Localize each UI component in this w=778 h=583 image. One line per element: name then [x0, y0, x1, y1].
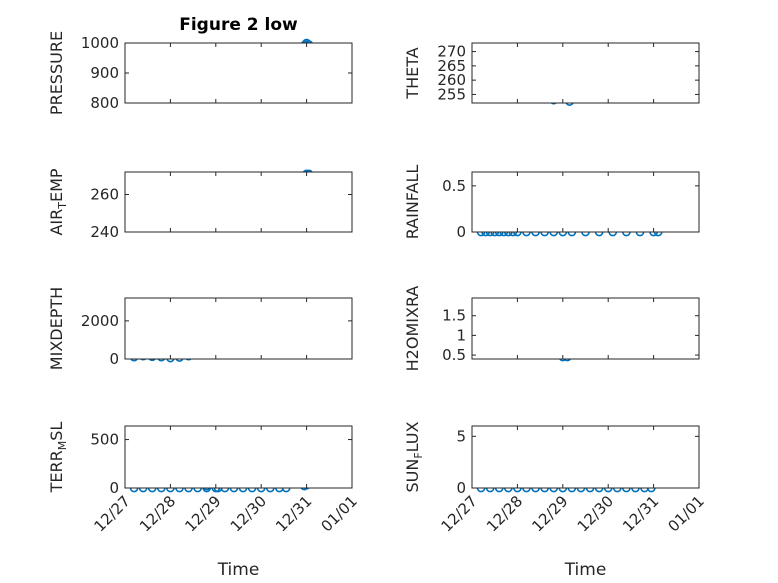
y-tick-label: 260: [437, 71, 466, 89]
x-tick-label: 12/30: [227, 492, 270, 535]
y-tick-label: 270: [437, 43, 466, 61]
ylabel-part: EMP: [47, 168, 66, 202]
x-tick-label: 01/01: [665, 492, 708, 535]
y-axis-label: TERRMSL: [47, 422, 69, 494]
y-tick-label: 1: [456, 326, 466, 344]
axes-box: [124, 42, 353, 104]
x-tick-label: 12/29: [181, 492, 224, 535]
subplot-1: 800 900 1000 PRESSURE: [47, 31, 353, 115]
y-axis-label: H2OMIXRA: [403, 286, 422, 372]
y-tick-label: 5: [456, 427, 466, 445]
y-tick-label: 900: [90, 64, 119, 82]
y-tick-label: 0.5: [442, 177, 466, 195]
subplot-6: 0.5 11.5 H2OMIXRA: [403, 286, 700, 372]
y-tick-label: 240: [90, 223, 119, 241]
axes-box: [471, 171, 700, 233]
ylabel-part: AIR: [47, 209, 66, 236]
y-tick-label: 0: [109, 350, 119, 368]
x-tick-label: 12/27: [438, 492, 481, 535]
subplot-3: 240 260 AIRTEMP: [47, 168, 353, 241]
subplot-4: 0 0.5 RAINFALL: [403, 165, 700, 241]
axes-box: [471, 425, 700, 489]
y-axis-label: THETA: [403, 47, 422, 99]
axes-box: [124, 171, 353, 233]
y-tick-label: 260: [90, 186, 119, 204]
y-tick-label: 1000: [81, 34, 119, 52]
axes-box: [124, 425, 353, 489]
ylabel-part: SL: [47, 422, 66, 441]
x-tick-label: 12/31: [272, 492, 315, 535]
ylabel-part: SUN: [403, 459, 422, 493]
ylabel-subscript: F: [412, 452, 425, 458]
y-tick-label: 0: [456, 479, 466, 497]
x-tick-label: 12/28: [483, 492, 526, 535]
y-axis-label: SUNFLUX: [403, 421, 425, 492]
y-tick-label: 0.5: [442, 346, 466, 364]
x-tick-label: 12/30: [574, 492, 617, 535]
axes-box: [471, 297, 700, 360]
y-tick-label: 0: [109, 479, 119, 497]
y-axis-label: RAINFALL: [403, 165, 422, 240]
subplot-5: 0 2000 MIXDEPTH: [47, 287, 353, 370]
x-axis-label: Time: [564, 560, 607, 580]
y-tick-label: 265: [437, 57, 466, 75]
x-axis-label: Time: [217, 560, 260, 580]
ylabel-part: TERR: [47, 450, 66, 493]
x-tick-label: 12/31: [619, 492, 662, 535]
y-axis-label: MIXDEPTH: [47, 287, 66, 370]
y-axis-label: PRESSURE: [47, 31, 66, 115]
chart-title: Figure 2 low: [179, 15, 298, 35]
x-tick-label: 12/29: [528, 492, 571, 535]
y-tick-label: 0: [456, 223, 466, 241]
subplot-8: 0 5 SUNFLUX 12/27 12/28 12/29 12/30 12/31 01/01 T…: [403, 421, 708, 580]
ylabel-subscript: M: [56, 441, 69, 451]
x-tick-label: 12/28: [136, 492, 179, 535]
x-tick-label: 01/01: [318, 492, 361, 535]
ylabel-subscript: T: [56, 202, 69, 210]
axes-box: [471, 42, 700, 104]
y-tick-label: 500: [90, 431, 119, 449]
y-axis-label: AIRTEMP: [47, 168, 69, 235]
y-tick-label: 1.5: [442, 307, 466, 325]
subplot-7: 0 500 TERRMSL 12/27 12/28 12/29 12/30 12/31 01/0…: [47, 422, 361, 580]
y-tick-label: 2000: [81, 312, 119, 330]
axes-box: [124, 297, 353, 360]
ylabel-part: LUX: [403, 421, 422, 452]
y-tick-label: 800: [90, 94, 119, 112]
x-tick-label: 12/27: [91, 492, 134, 535]
y-tick-label: 255: [437, 85, 466, 103]
